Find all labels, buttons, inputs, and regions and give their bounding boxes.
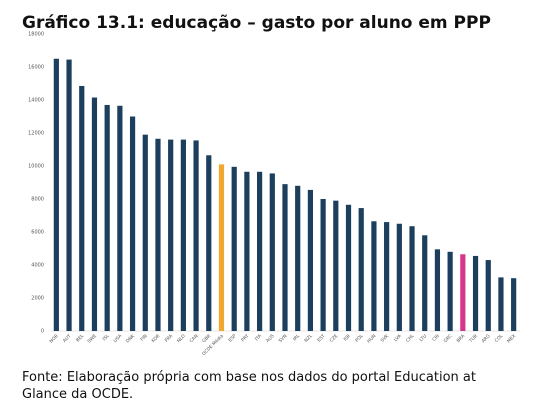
x-tick-label: NOR bbox=[48, 333, 59, 344]
x-tick-label: LVA bbox=[393, 333, 403, 343]
x-tick-label: AUT bbox=[62, 333, 73, 344]
bar bbox=[66, 59, 72, 331]
y-tick-label: 10000 bbox=[28, 164, 44, 170]
x-tick-label: SWE bbox=[86, 333, 98, 345]
bar bbox=[295, 185, 301, 331]
x-tick-label: FIN bbox=[139, 333, 148, 342]
y-tick-label: 16000 bbox=[28, 65, 44, 71]
bar bbox=[422, 235, 428, 331]
bar bbox=[333, 200, 339, 331]
x-tick-label: USA bbox=[112, 333, 123, 344]
y-tick-label: 14000 bbox=[28, 98, 44, 104]
x-tick-label: NZL bbox=[303, 333, 314, 344]
x-tick-label: ARG bbox=[481, 333, 492, 344]
bar bbox=[434, 249, 441, 331]
bar bbox=[244, 171, 250, 331]
x-tick-label: NLD bbox=[176, 333, 187, 344]
bar bbox=[345, 204, 352, 331]
x-tick-label: CZE bbox=[329, 333, 340, 344]
x-tick-label: ESP bbox=[227, 333, 237, 343]
bar bbox=[320, 199, 326, 331]
bar bbox=[180, 139, 186, 331]
x-tick-label: DNK bbox=[125, 332, 137, 344]
source: Fonte: Elaboração própria com base nos d… bbox=[22, 370, 476, 385]
chart-title: Gráfico 13.1: educação – gasto por aluno… bbox=[22, 13, 491, 33]
bar bbox=[218, 164, 225, 331]
x-tick-label: GRC bbox=[443, 333, 454, 344]
x-tick-label: TUR bbox=[468, 333, 479, 344]
bar bbox=[104, 104, 110, 331]
bar bbox=[155, 138, 161, 331]
x-tick-label: SVK bbox=[380, 332, 391, 343]
y-tick-label: 6000 bbox=[31, 230, 44, 236]
y-tick-label: 8000 bbox=[31, 197, 44, 203]
bar bbox=[447, 251, 453, 331]
y-tick-label: 12000 bbox=[28, 131, 44, 137]
bar bbox=[269, 173, 275, 331]
bar bbox=[460, 254, 466, 331]
x-tick-label: ISL bbox=[102, 333, 111, 342]
x-tick-label: ISR bbox=[343, 333, 352, 342]
x-tick-label: KOR bbox=[151, 333, 162, 344]
bar bbox=[396, 223, 402, 331]
x-tick-label: LTU bbox=[418, 333, 428, 343]
x-tick-label: MEX bbox=[506, 333, 517, 344]
bar bbox=[142, 134, 148, 331]
bar bbox=[129, 116, 136, 331]
bar bbox=[472, 255, 479, 331]
bar bbox=[91, 97, 98, 332]
bar bbox=[371, 221, 377, 331]
x-tick-label: ITA bbox=[254, 333, 264, 343]
bar bbox=[358, 208, 364, 331]
x-tick-label: HUN bbox=[366, 333, 377, 344]
bar bbox=[485, 260, 491, 331]
source: Glance da OCDE. bbox=[22, 387, 133, 402]
y-tick-label: 2000 bbox=[31, 296, 44, 302]
x-tick-label: BRA bbox=[456, 333, 467, 344]
x-tick-label: SVN bbox=[278, 333, 289, 344]
bar bbox=[498, 277, 504, 331]
x-tick-label: OCDE Média bbox=[200, 332, 225, 357]
x-tick-label: EST bbox=[316, 333, 326, 343]
bar bbox=[206, 155, 212, 331]
x-tick-label: GBR bbox=[201, 333, 212, 344]
bar bbox=[168, 139, 174, 331]
bar bbox=[409, 226, 415, 331]
bar bbox=[256, 171, 263, 331]
bar bbox=[79, 85, 85, 331]
bar bbox=[231, 166, 237, 331]
bar bbox=[384, 222, 390, 331]
bar bbox=[307, 189, 314, 331]
bar bbox=[511, 278, 517, 331]
bar bbox=[53, 58, 59, 331]
x-tick-label: FRA bbox=[164, 333, 175, 344]
bar bbox=[193, 140, 199, 331]
x-tick-label: CAN bbox=[188, 333, 199, 344]
bar bbox=[117, 105, 123, 332]
y-tick-label: 0 bbox=[41, 329, 44, 335]
x-tick-label: POL bbox=[354, 333, 365, 344]
y-tick-label: 18000 bbox=[28, 32, 44, 38]
x-tick-label: AUS bbox=[265, 333, 276, 344]
y-tick-label: 4000 bbox=[31, 263, 44, 269]
x-tick-label: IRL bbox=[292, 333, 302, 343]
x-tick-label: CHL bbox=[405, 333, 416, 344]
x-tick-label: COL bbox=[494, 333, 505, 344]
x-tick-label: BEL bbox=[75, 333, 86, 344]
bar bbox=[282, 184, 288, 331]
x-tick-label: CRI bbox=[431, 333, 441, 343]
x-tick-label: PRT bbox=[240, 333, 250, 343]
